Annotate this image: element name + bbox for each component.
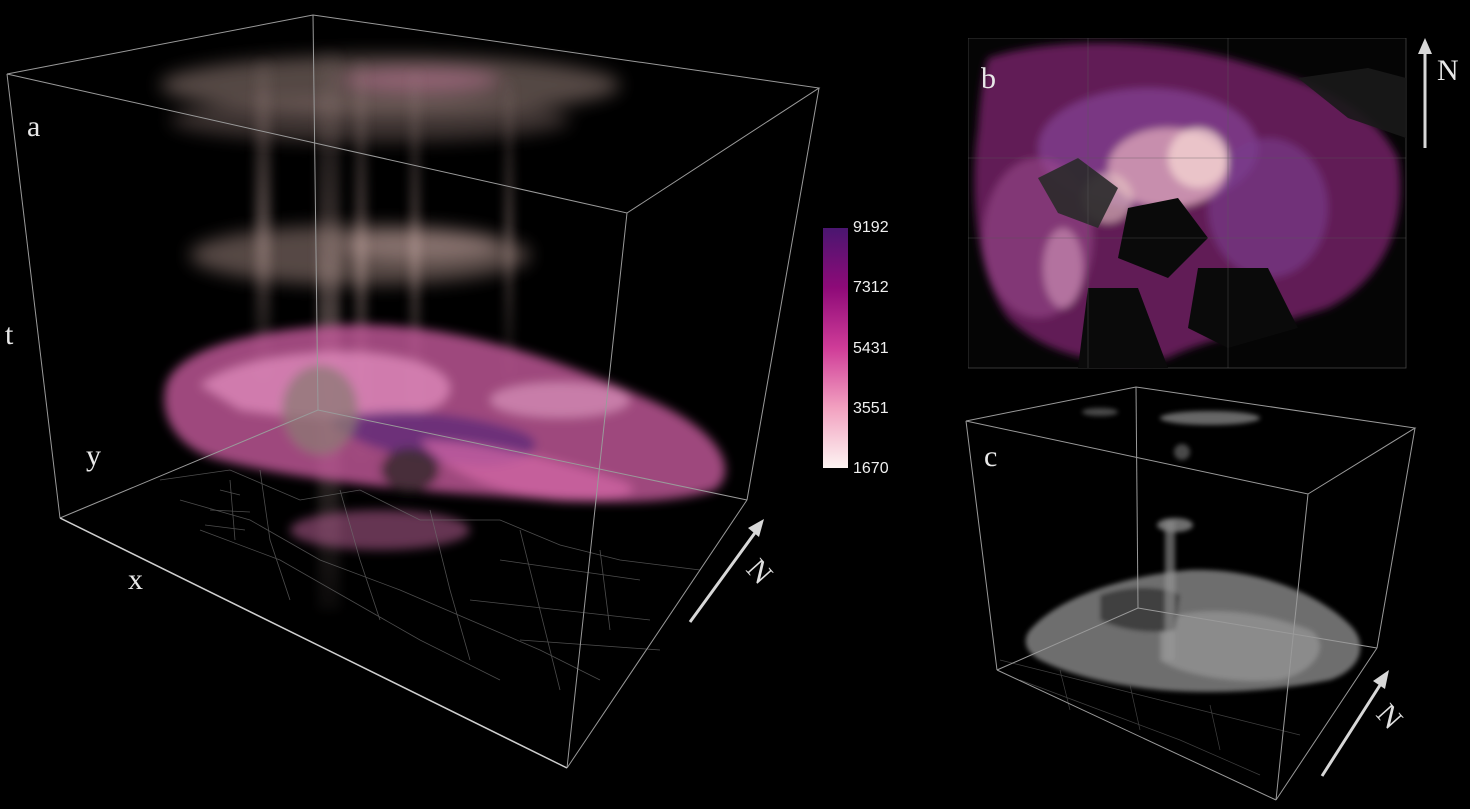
- base-map-network: [159, 469, 701, 691]
- colorbar-tick-min: 1670: [853, 460, 889, 477]
- dense-volume-layer: [164, 324, 726, 550]
- panel-b-label: b: [981, 62, 996, 95]
- colorbar: [823, 228, 848, 468]
- axis-t-label: t: [5, 318, 14, 351]
- panel-c-label: c: [984, 440, 998, 473]
- space-time-cube-a: N: [6, 14, 821, 769]
- north-arrow-a: [688, 519, 764, 623]
- cube-wireframe: [6, 14, 821, 769]
- north-label-b: N: [1437, 54, 1459, 87]
- north-arrow-b: [1418, 38, 1432, 148]
- map-panel-b: [968, 38, 1407, 369]
- axis-y-label: y: [86, 439, 101, 472]
- panel-a-label: a: [27, 110, 41, 143]
- north-label-a: N: [740, 553, 779, 591]
- upper-volume-haze: [160, 55, 620, 285]
- colorbar-tick-max: 9192: [853, 219, 889, 236]
- colorbar-tick-2: 7312: [853, 279, 889, 296]
- north-label-c: N: [1370, 698, 1409, 736]
- axis-x-label: x: [128, 563, 143, 596]
- colorbar-tick-mid: 5431: [853, 340, 889, 357]
- space-time-cube-c: N: [965, 386, 1417, 801]
- colorbar-tick-4: 3551: [853, 400, 889, 417]
